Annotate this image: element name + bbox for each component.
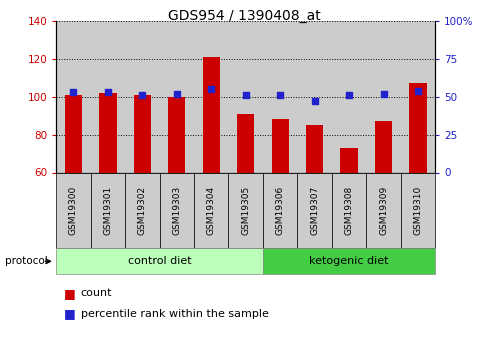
Text: ■: ■ [63, 307, 75, 321]
Text: ketogenic diet: ketogenic diet [309, 256, 388, 266]
Bar [90, 21, 125, 172]
Bar [263, 21, 297, 172]
Bar [237, 114, 254, 172]
Bar [400, 21, 434, 172]
Text: percentile rank within the sample: percentile rank within the sample [81, 309, 268, 319]
Bar [168, 97, 185, 172]
Bar [271, 119, 288, 172]
Bar [305, 125, 323, 172]
Text: ■: ■ [63, 287, 75, 300]
Point [69, 89, 77, 95]
Text: GSM19309: GSM19309 [378, 186, 387, 235]
Bar [202, 57, 220, 172]
Bar [56, 21, 90, 172]
Text: GSM19301: GSM19301 [103, 186, 112, 235]
Point [242, 92, 249, 98]
Point [138, 92, 146, 98]
Bar [228, 21, 263, 172]
Text: GSM19300: GSM19300 [69, 186, 78, 235]
Point [173, 91, 181, 96]
Text: GSM19303: GSM19303 [172, 186, 181, 235]
Point [345, 92, 352, 98]
Text: control diet: control diet [127, 256, 191, 266]
Point [104, 89, 112, 95]
Text: count: count [81, 288, 112, 298]
Text: GDS954 / 1390408_at: GDS954 / 1390408_at [168, 9, 320, 23]
Bar [408, 83, 426, 172]
Bar [99, 93, 116, 172]
Bar [194, 21, 228, 172]
Point [276, 92, 284, 98]
Bar [134, 95, 151, 172]
Text: GSM19308: GSM19308 [344, 186, 353, 235]
Text: GSM19302: GSM19302 [138, 186, 146, 235]
Bar [125, 21, 159, 172]
Text: GSM19304: GSM19304 [206, 186, 215, 235]
Bar [65, 95, 82, 172]
Bar [331, 21, 366, 172]
Point [310, 98, 318, 104]
Text: GSM19306: GSM19306 [275, 186, 284, 235]
Point [413, 88, 421, 93]
Point [379, 91, 386, 96]
Bar [340, 148, 357, 172]
Text: protocol: protocol [5, 256, 47, 266]
Text: GSM19305: GSM19305 [241, 186, 250, 235]
Point [207, 86, 215, 92]
Text: GSM19310: GSM19310 [413, 186, 422, 235]
Bar [366, 21, 400, 172]
Bar [374, 121, 391, 172]
Bar [297, 21, 331, 172]
Bar [159, 21, 194, 172]
Text: GSM19307: GSM19307 [309, 186, 319, 235]
